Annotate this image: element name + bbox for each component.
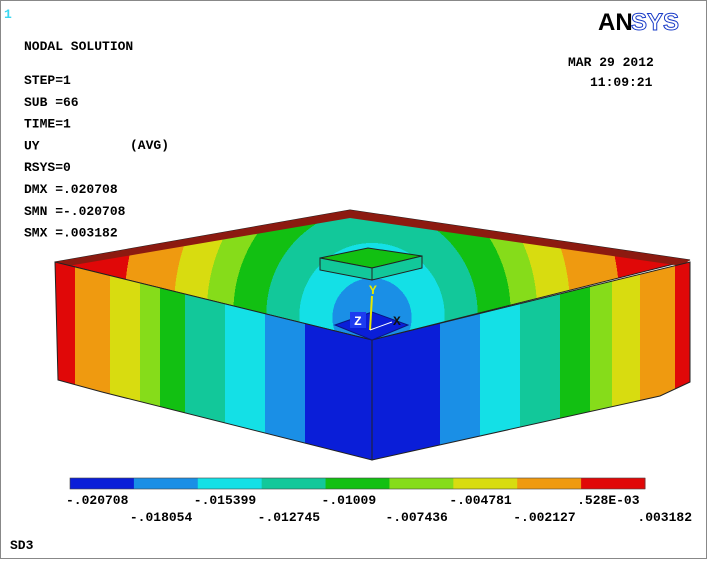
info-line: TIME=1 <box>24 117 71 132</box>
logo-an: AN <box>598 9 633 36</box>
time: 11:09:21 <box>590 75 653 90</box>
legend-band <box>134 478 198 489</box>
info-line: SMN =-.020708 <box>24 204 126 219</box>
legend-band <box>70 478 134 489</box>
legend-band <box>453 478 517 489</box>
info-line: RSYS=0 <box>24 160 71 175</box>
legend-label: -.012745 <box>258 510 321 525</box>
legend-band <box>262 478 326 489</box>
page: {"window_number": "1", "logo": ["AN", "S… <box>0 0 707 559</box>
legend-label: -.007436 <box>385 510 448 525</box>
info-avg: (AVG) <box>130 138 169 153</box>
info-title: NODAL SOLUTION <box>24 39 133 54</box>
date: MAR 29 2012 <box>568 55 654 70</box>
legend-band <box>198 478 262 489</box>
graphics-window: 1 AN SYS NODAL SOLUTION STEP=1 SUB =66 TIM… <box>0 0 707 559</box>
legend-band <box>326 478 390 489</box>
legend-label: -.018054 <box>130 510 193 525</box>
legend-band <box>581 478 645 489</box>
window-number: 1 <box>4 7 12 22</box>
info-line: UY <box>24 138 40 153</box>
info-line: STEP=1 <box>24 73 71 88</box>
legend-label: -.01009 <box>322 493 377 508</box>
triad-y-label: Y <box>369 283 377 298</box>
info-line: SUB =66 <box>24 95 79 110</box>
legend-label: -.004781 <box>449 493 512 508</box>
legend-label: -.002127 <box>513 510 575 525</box>
footer: SD3 <box>10 538 34 553</box>
legend-band <box>517 478 581 489</box>
legend-label: .003182 <box>637 510 692 525</box>
logo-sys: SYS <box>631 9 679 36</box>
legend-band <box>389 478 453 489</box>
legend-label: .528E-03 <box>577 493 640 508</box>
triad-z-label: Z <box>354 314 362 329</box>
legend-label: -.015399 <box>194 493 257 508</box>
info-line: DMX =.020708 <box>24 182 118 197</box>
triad-x-label: X <box>393 314 401 329</box>
info-line: SMX =.003182 <box>24 226 118 241</box>
legend-label: -.020708 <box>66 493 129 508</box>
